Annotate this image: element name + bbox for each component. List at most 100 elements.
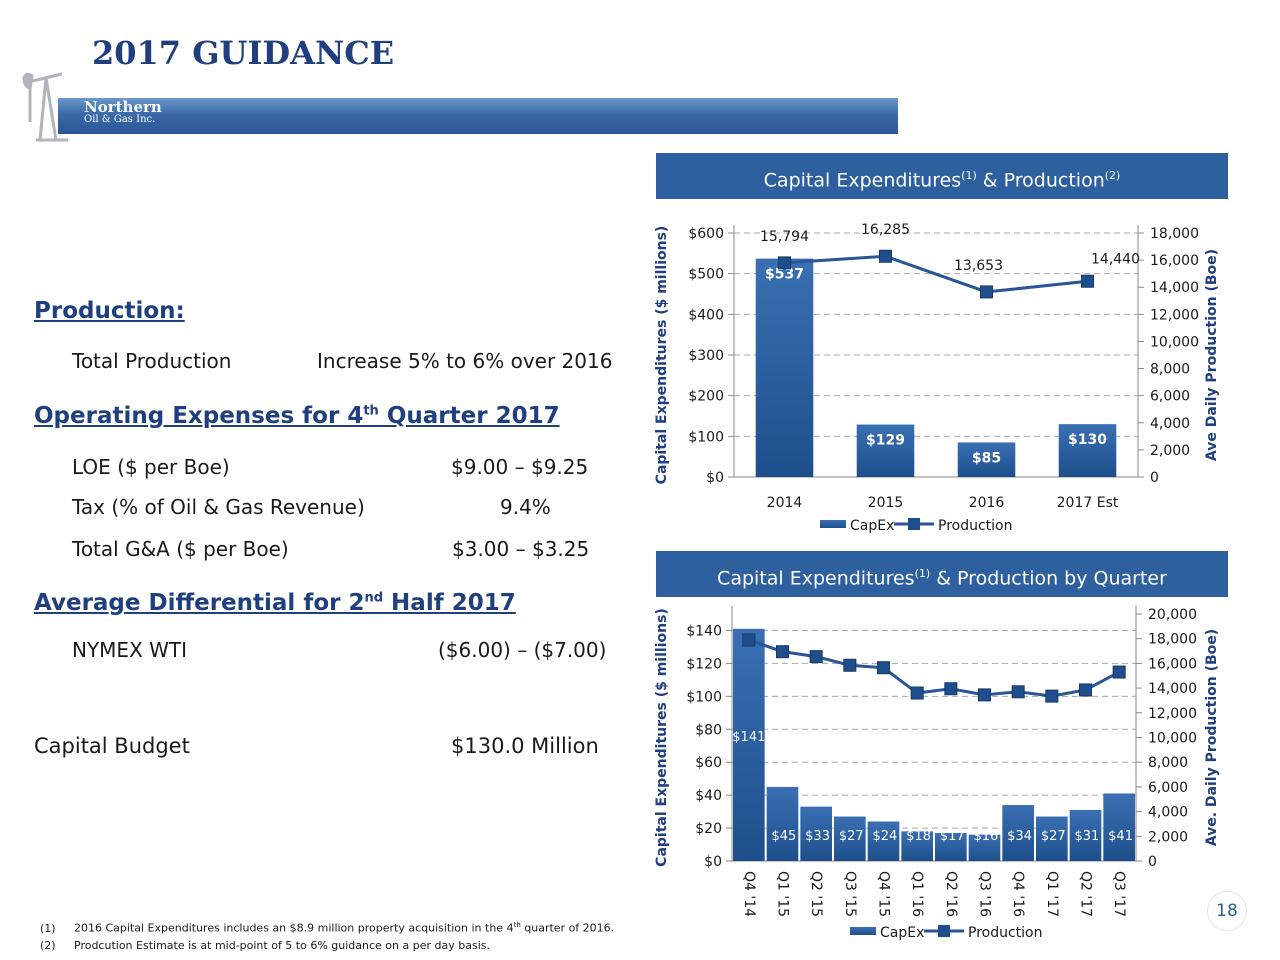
capex-data-label: $33 [805, 829, 830, 844]
capex-bar [867, 821, 900, 861]
annual-chart-title-mid: & Production [976, 169, 1105, 192]
production-marker [778, 256, 791, 270]
y-tick-label: $140 [686, 623, 722, 639]
production-line [748, 638, 1120, 698]
y-tick-label: $600 [688, 226, 724, 242]
loe-value: $9.00 – $9.25 [451, 455, 589, 479]
y-tick-label: $400 [688, 307, 724, 323]
x-tick-label: Q2 '15 [808, 871, 824, 917]
y2-tick-label: 0 [1150, 470, 1159, 486]
capex-bar [1036, 816, 1068, 861]
x-tick-label: 2016 [969, 495, 1005, 511]
capex-data-label: $27 [839, 829, 864, 844]
production-marker [1011, 685, 1025, 699]
capex-bar [766, 786, 799, 861]
capex-bar [733, 628, 765, 861]
capex-data-label: $45 [771, 829, 796, 844]
x-tick-label: Q4 '14 [741, 871, 757, 917]
annual-capex-production-chart: $0 $100 $200 $300 $400 $500 $600 0 2,000 4,000 6,0… [654, 222, 1220, 534]
capex-bar [1069, 809, 1102, 861]
y2-tick-label: 18,000 [1150, 226, 1199, 242]
footnote-1-suffix: quarter of 2016. [520, 921, 615, 935]
x-tick-label: Q3 '15 [842, 871, 858, 917]
y2-axis-title: Ave. Daily Production (Boe) [1204, 629, 1220, 846]
annual-chart-title: Capital Expenditures(1) & Production(2) [656, 153, 1228, 199]
y2-tick-label: 0 [1148, 854, 1157, 870]
pumpjack-icon [22, 72, 68, 142]
quarterly-capex-production-chart: $0 $20 $40 $60 $80 $100 $120 $140 0 2,000 4,000 6,0… [654, 606, 1220, 941]
production-marker [877, 661, 890, 675]
quarterly-chart-title-sup: (1) [914, 567, 931, 580]
capex-data-label: $27 [1041, 829, 1066, 844]
x-tick-label: Q3 '17 [1111, 871, 1127, 917]
y2-tick-label: 14,000 [1150, 280, 1199, 296]
capex-data-label: $41 [1108, 829, 1133, 844]
y2-tick-label: 2,000 [1148, 829, 1188, 845]
footnote-1-sup: th [513, 921, 521, 929]
capex-data-label: $18 [906, 829, 931, 844]
x-tick-label: Q2 '16 [943, 871, 959, 917]
y-tick-label: $0 [704, 854, 722, 870]
ga-value: $3.00 – $3.25 [452, 537, 590, 561]
y2-tick-label: 10,000 [1150, 334, 1199, 350]
y-tick-label: $120 [686, 656, 722, 672]
y2-tick-label: 16,000 [1150, 253, 1199, 269]
opex-heading-suffix: Quarter 2017 [378, 403, 560, 429]
y-tick-label: $60 [695, 755, 722, 771]
quarterly-chart-title-text: Capital Expenditures [717, 567, 915, 590]
x-tick-label: Q4 '16 [1010, 871, 1026, 917]
y2-tick-label: 16,000 [1148, 656, 1197, 672]
y2-tick-label: 12,000 [1150, 307, 1199, 323]
differential-heading-suffix: Half 2017 [383, 590, 516, 616]
opex-heading-sup: th [363, 403, 379, 419]
tax-label: Tax (% of Oil & Gas Revenue) [72, 495, 365, 519]
y2-tick-label: 12,000 [1148, 706, 1197, 722]
production-data-label: 16,285 [861, 222, 910, 238]
x-tick-label: Q1 '17 [1044, 871, 1060, 917]
production-marker [776, 645, 789, 659]
capex-data-label: $17 [940, 829, 965, 844]
quarterly-chart-title: Capital Expenditures(1) & Production by … [656, 551, 1228, 597]
tax-value: 9.4% [500, 495, 551, 519]
capex-data-label: $129 [866, 433, 905, 449]
annual-chart-title-text: Capital Expenditures [763, 169, 962, 192]
production-marker [809, 650, 823, 664]
production-data-label: 15,794 [760, 229, 809, 245]
production-data-label: 14,440 [1091, 251, 1140, 267]
capex-bar [1058, 424, 1117, 477]
capex-bar [901, 831, 933, 861]
y-tick-label: $500 [688, 267, 724, 283]
logo-line-1: Northern [84, 98, 162, 116]
annual-chart-title-sup1: (1) [961, 169, 977, 182]
capex-bar [1103, 793, 1135, 861]
y2-tick-label: 8,000 [1148, 755, 1188, 771]
capex-bar [755, 258, 814, 477]
header-bar [58, 98, 898, 134]
production-marker [1081, 274, 1094, 288]
y-axis-title: Capital Expenditures ($ millions) [654, 226, 670, 485]
x-tick-label: Q1 '15 [775, 871, 791, 917]
y-tick-label: $80 [695, 722, 722, 738]
y2-tick-label: 6,000 [1148, 780, 1188, 796]
x-tick-label: 2017 Est [1057, 495, 1119, 511]
capex-data-label: $537 [765, 267, 804, 283]
capex-data-label: $24 [872, 829, 897, 844]
capex-bar [968, 834, 1001, 861]
y2-tick-label: 6,000 [1150, 389, 1190, 405]
logo-line-2: Oil & Gas Inc. [84, 114, 156, 125]
production-marker [879, 249, 892, 263]
legend-production-marker [908, 518, 920, 530]
y2-tick-label: 14,000 [1148, 681, 1197, 697]
total-production-label: Total Production [72, 349, 232, 373]
production-marker [843, 658, 857, 672]
y2-tick-label: 4,000 [1150, 416, 1190, 432]
footnote-1-text: 2016 Capital Expenditures includes an $8… [74, 921, 514, 935]
capex-bar [856, 424, 915, 477]
production-heading: Production: [34, 298, 185, 324]
x-tick-label: Q2 '17 [1078, 871, 1094, 917]
capex-data-label: $141 [732, 730, 765, 745]
x-tick-label: Q1 '16 [909, 871, 925, 917]
y2-axis-title: Ave Daily Production (Boe) [1204, 249, 1220, 461]
x-tick-label: Q4 '15 [876, 871, 892, 917]
x-tick-label: 2014 [767, 495, 803, 511]
